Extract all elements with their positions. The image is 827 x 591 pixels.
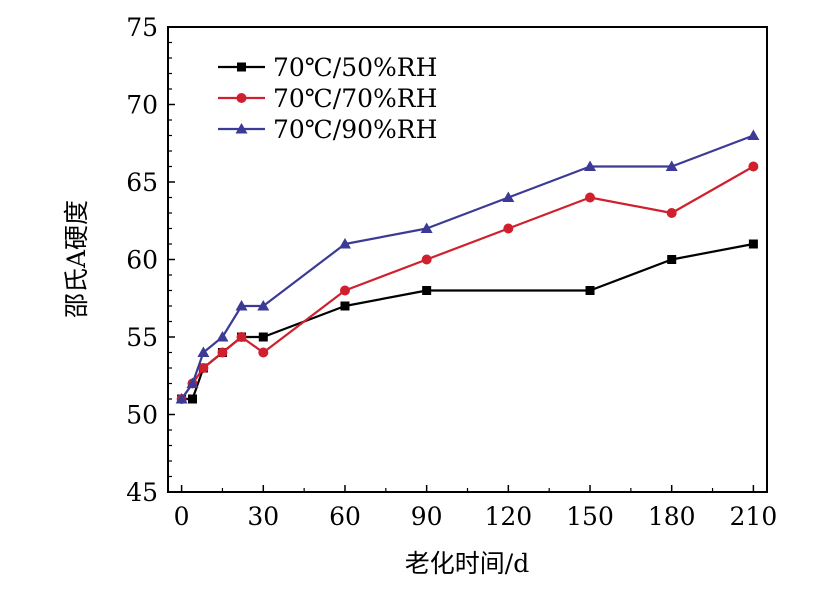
data-point	[585, 192, 596, 203]
series-line	[180, 165, 754, 400]
y-tick-label: 45	[126, 478, 158, 507]
data-point	[338, 238, 351, 249]
x-tick-label: 150	[566, 502, 614, 531]
legend-marker	[235, 123, 248, 134]
y-tick-label: 55	[126, 323, 158, 352]
data-point	[421, 254, 432, 265]
data-point	[236, 332, 247, 342]
data-point	[748, 161, 759, 172]
data-point	[258, 332, 268, 342]
legend-item: 70℃/90%RH	[218, 115, 437, 144]
y-tick-label: 65	[126, 168, 158, 197]
data-point	[748, 239, 758, 249]
legend-marker	[236, 93, 247, 103]
series-circle	[176, 161, 759, 404]
x-axis-ticks: 0 30 60 90 120 150 180 210	[174, 485, 778, 531]
y-tick-label: 50	[126, 401, 158, 430]
x-tick-label: 90	[411, 502, 443, 531]
data-point	[217, 347, 228, 358]
data-point	[339, 285, 350, 296]
legend-marker	[237, 62, 246, 72]
data-point	[422, 286, 432, 295]
data-point	[340, 301, 350, 311]
legend-label: 70℃/90%RH	[273, 115, 437, 144]
data-point	[258, 347, 269, 358]
x-tick-label: 0	[174, 502, 190, 531]
data-point	[666, 208, 677, 218]
x-tick-label: 180	[648, 502, 696, 531]
data-point	[747, 129, 760, 140]
data-point	[186, 377, 199, 388]
y-axis-title: 邵氏A硬度	[62, 200, 91, 318]
x-tick-label: 210	[730, 502, 778, 531]
data-point	[585, 286, 595, 295]
data-point	[420, 222, 433, 233]
series-line	[180, 134, 754, 400]
series-triangle	[175, 129, 760, 404]
data-point	[175, 393, 188, 404]
data-point	[257, 300, 270, 311]
series-layer	[175, 129, 760, 404]
series-line	[181, 242, 754, 401]
data-point	[503, 223, 514, 234]
legend-label: 70℃/50%RH	[273, 53, 437, 82]
x-tick-label: 60	[329, 502, 361, 531]
y-tick-label: 60	[126, 246, 158, 275]
data-point	[197, 346, 210, 357]
data-point	[584, 160, 597, 171]
legend-label: 70℃/70%RH	[273, 84, 437, 113]
data-point	[216, 331, 229, 342]
y-tick-label: 70	[126, 91, 158, 120]
data-point	[667, 255, 677, 264]
data-point	[198, 363, 209, 373]
data-point	[665, 160, 678, 171]
legend-item: 70℃/70%RH	[218, 84, 437, 113]
y-tick-label: 75	[126, 13, 158, 42]
x-axis-title: 老化时间/d	[405, 549, 529, 578]
series-square	[177, 239, 758, 404]
data-point	[235, 300, 248, 311]
data-point	[502, 191, 515, 202]
x-tick-label: 120	[484, 502, 532, 531]
legend-item: 70℃/50%RH	[218, 53, 437, 82]
data-point	[188, 394, 198, 404]
y-axis-ticks: 45 50 55 60 65 70 75	[126, 13, 175, 507]
x-tick-label: 30	[247, 502, 279, 531]
